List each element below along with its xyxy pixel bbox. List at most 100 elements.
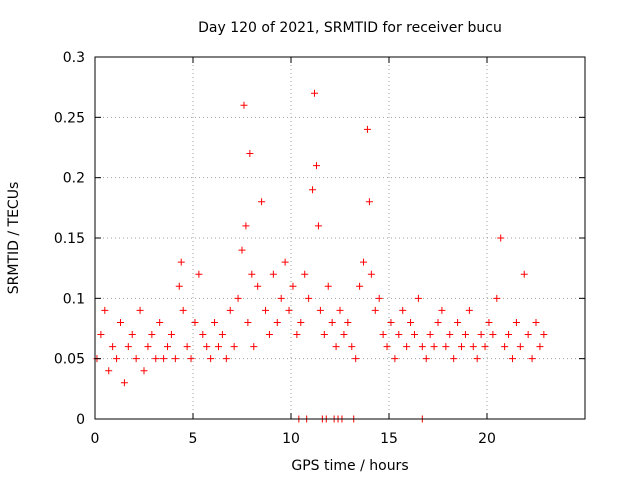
x-tick-label: 15 [380,431,398,447]
data-point [501,343,509,351]
data-point [312,162,320,170]
data-point [528,355,536,363]
data-point [301,270,309,278]
data-point [244,318,252,326]
data-point [105,367,113,375]
data-point [418,343,426,351]
y-tick-label: 0.25 [54,110,85,126]
data-point [175,282,183,290]
data-point [179,306,187,314]
data-point [344,318,352,326]
data-point [238,246,246,254]
data-point [410,331,418,339]
data-point [450,355,458,363]
data-point [311,89,319,97]
data-point [383,343,391,351]
data-point [269,270,277,278]
data-point [152,355,160,363]
data-point [211,318,219,326]
data-point [273,318,281,326]
data-point [395,331,403,339]
data-point [156,318,164,326]
data-point [332,343,340,351]
data-point [246,150,254,158]
data-point [477,331,485,339]
data-point [240,101,248,109]
data-point [363,125,371,133]
data-point [375,294,383,302]
data-point [214,343,222,351]
data-point [434,318,442,326]
y-tick-label: 0 [76,412,85,428]
data-point [140,367,148,375]
data-point [461,331,469,339]
data-point [524,331,532,339]
x-tick-label: 20 [478,431,496,447]
y-tick-label: 0.2 [63,171,85,187]
data-point [177,258,185,266]
data-point [512,318,520,326]
data-point [199,331,207,339]
y-tick-label: 0.15 [54,231,85,247]
data-point [540,331,548,339]
data-point [485,318,493,326]
data-point [277,294,285,302]
data-point [520,270,528,278]
data-point [230,343,238,351]
x-tick-label: 10 [282,431,300,447]
data-point [473,355,481,363]
data-point [285,306,293,314]
data-point [391,355,399,363]
data-point [164,343,172,351]
data-point [387,318,395,326]
data-point [407,318,415,326]
data-point [367,270,375,278]
data-point [101,306,109,314]
data-point [360,258,368,266]
data-point [293,331,301,339]
data-point [234,294,242,302]
data-point [403,343,411,351]
data-point [254,282,262,290]
data-point [336,306,344,314]
data-point [371,306,379,314]
data-point [438,306,446,314]
axis-ticks: 0 5 10 15 20 0 0.05 0.1 0.15 0.2 0.25 0.3 [54,50,585,447]
grid-layer [95,57,585,419]
data-point [426,331,434,339]
data-point [399,306,407,314]
data-point [305,294,313,302]
data-point [207,355,215,363]
data-point [262,306,270,314]
data-point [113,355,121,363]
data-point [320,331,328,339]
data-points [93,89,548,423]
data-point [481,343,489,351]
data-point [120,379,128,387]
data-point [160,355,168,363]
data-point [508,355,516,363]
data-point [309,186,317,194]
data-point [430,343,438,351]
data-point [536,343,544,351]
data-point [195,270,203,278]
data-point [328,318,336,326]
data-point [469,343,477,351]
data-point [128,331,136,339]
data-point [132,355,140,363]
data-point [116,318,124,326]
data-point [242,222,250,230]
data-point [191,318,199,326]
data-point [493,294,501,302]
data-point [414,294,422,302]
data-point [505,331,513,339]
y-axis-label: SRMTID / TECUs [6,182,22,295]
data-point [171,355,179,363]
data-point [340,331,348,339]
data-point [167,331,175,339]
data-point [222,355,230,363]
y-tick-label: 0.3 [63,50,85,66]
data-point [497,234,505,242]
